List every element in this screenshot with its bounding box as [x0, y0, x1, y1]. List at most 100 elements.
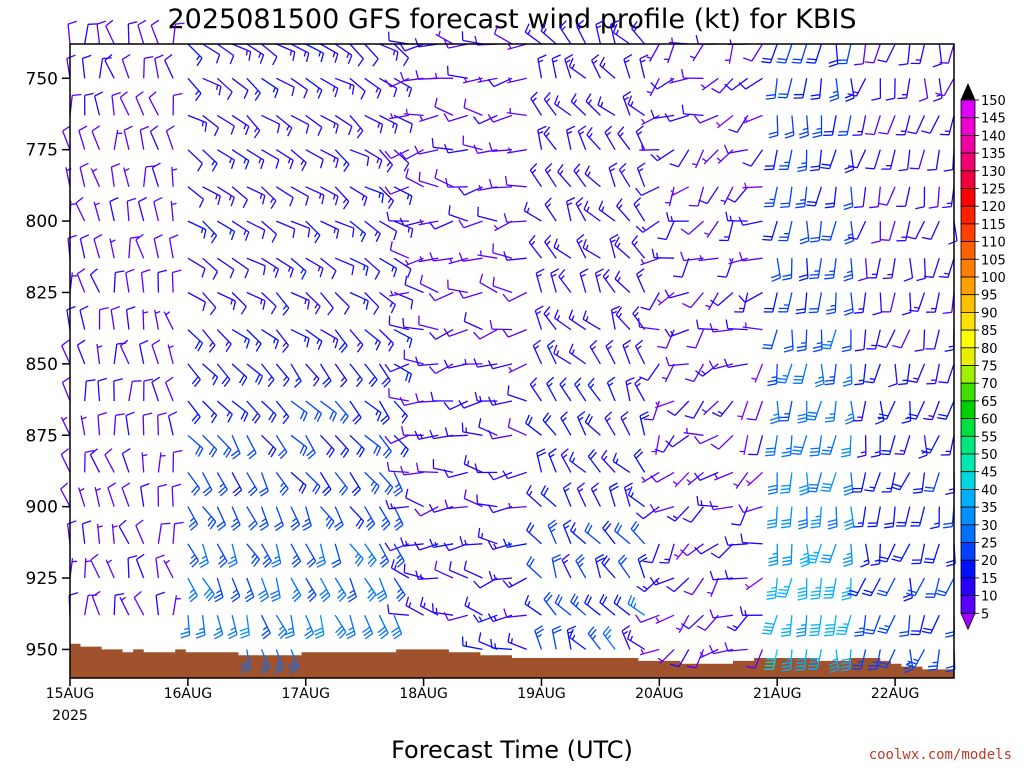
- wind-barb: [866, 329, 881, 350]
- wind-barb: [584, 522, 601, 545]
- wind-barb: [820, 543, 837, 564]
- wind-barb: [853, 506, 867, 528]
- wind-barb: [807, 649, 823, 670]
- wind-barb: [139, 125, 150, 150]
- wind-barb: [911, 543, 926, 565]
- wind-barb: [865, 149, 881, 170]
- wind-barb: [187, 363, 201, 388]
- wind-barb: [622, 91, 632, 116]
- wind-barb: [405, 488, 424, 508]
- wind-barb: [428, 291, 454, 302]
- wind-barb: [602, 268, 616, 293]
- wind-barb: [290, 186, 310, 206]
- wind-barb: [586, 127, 601, 151]
- wind-barb: [669, 149, 690, 168]
- wind-barb: [562, 482, 572, 507]
- wind-barb: [543, 306, 557, 330]
- colorbar-cell: [960, 453, 976, 473]
- wind-barb: [149, 125, 159, 150]
- wind-barb: [493, 25, 513, 45]
- wind-barb: [157, 483, 168, 507]
- wind-barb: [806, 543, 823, 564]
- wind-barb: [488, 396, 513, 406]
- wind-barb: [576, 482, 587, 507]
- wind-barb: [168, 234, 179, 259]
- wind-barb: [334, 329, 348, 354]
- wind-barb: [550, 268, 560, 293]
- colorbar-cell: [960, 241, 976, 260]
- wind-barb: [334, 186, 350, 210]
- wind-barb: [780, 506, 793, 529]
- wind-barb: [796, 615, 808, 638]
- wind-barb: [89, 268, 101, 293]
- colorbar-label: 135: [981, 147, 1006, 162]
- wind-barb: [84, 449, 95, 473]
- wind-barb: [305, 329, 323, 351]
- colorbar-cell: [960, 99, 976, 119]
- wind-barb: [590, 482, 601, 507]
- wind-barb: [682, 506, 705, 523]
- wind-barb: [854, 615, 867, 637]
- wind-barb: [473, 329, 498, 340]
- wind-barb: [742, 149, 764, 167]
- wind-barb: [463, 560, 483, 579]
- wind-barb: [69, 93, 82, 116]
- wind-barb: [827, 506, 838, 530]
- wind-barb: [271, 543, 282, 568]
- wind-barb: [364, 77, 382, 99]
- wind-barb: [231, 43, 252, 61]
- wind-barb: [349, 434, 365, 458]
- wind-barb: [880, 220, 896, 241]
- wind-barb: [386, 461, 409, 474]
- wind-barb: [608, 482, 619, 507]
- wind-barb: [429, 329, 454, 340]
- wind-barb: [565, 125, 576, 150]
- wind-barb: [878, 115, 896, 135]
- wind-barb: [558, 269, 572, 293]
- wind-barb: [84, 23, 98, 45]
- wind-barb: [602, 625, 616, 650]
- wind-barb: [477, 76, 498, 83]
- wind-barb: [796, 329, 808, 352]
- wind-barb: [304, 614, 315, 640]
- wind-barb: [202, 577, 215, 602]
- wind-barb: [434, 168, 454, 188]
- colorbar-label: 50: [981, 448, 998, 463]
- wind-barb: [646, 78, 660, 97]
- wind-barb: [172, 521, 184, 544]
- wind-barb: [276, 77, 295, 97]
- wind-barb: [650, 471, 675, 483]
- wind-barb: [187, 186, 205, 208]
- wind-barb: [349, 363, 363, 388]
- wind-barb: [528, 234, 543, 259]
- wind-barb: [746, 400, 764, 421]
- wind-barb: [695, 363, 719, 377]
- wind-barb: [810, 78, 823, 101]
- wind-barb: [393, 149, 410, 172]
- y-tick-label: 925: [26, 569, 58, 589]
- wind-barb: [319, 577, 331, 603]
- wind-barb: [364, 43, 379, 67]
- plot-frame: [69, 43, 955, 679]
- wind-barb: [894, 435, 911, 456]
- wind-barb: [742, 43, 764, 62]
- colorbar-cell: [960, 188, 976, 207]
- wind-barb: [795, 649, 808, 671]
- wind-barb: [664, 328, 690, 338]
- colorbar-cell: [960, 152, 976, 172]
- x-tick-label: 19AUG: [517, 686, 566, 702]
- wind-barb: [415, 570, 439, 580]
- wind-barb: [448, 561, 469, 579]
- colorbar-label: 85: [981, 324, 998, 339]
- wind-barb: [428, 503, 454, 513]
- wind-barb: [151, 339, 161, 365]
- wind-barb: [202, 329, 216, 353]
- wind-barb: [153, 234, 163, 259]
- wind-barb: [462, 358, 483, 365]
- wind-barb: [81, 54, 92, 79]
- colorbar-cell: [960, 205, 976, 225]
- wind-barb: [828, 649, 840, 674]
- colorbar-label: 75: [981, 360, 998, 375]
- wind-barb: [414, 541, 439, 551]
- wind-barb: [626, 629, 645, 650]
